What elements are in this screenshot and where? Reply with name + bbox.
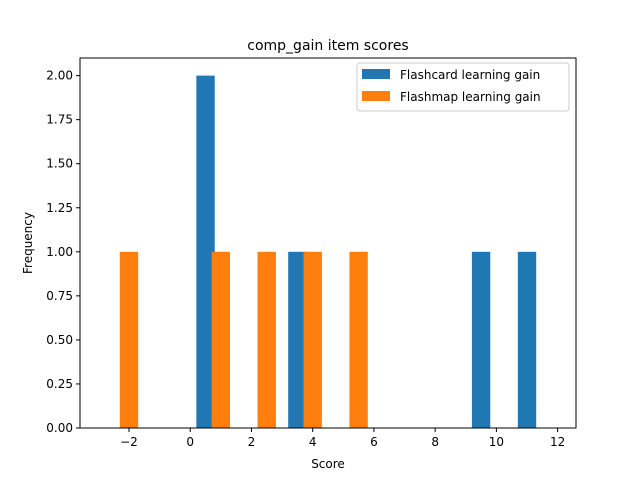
y-tick-label: 0.00 bbox=[46, 421, 73, 435]
legend-swatch-0 bbox=[362, 69, 390, 79]
bar-series-1-2 bbox=[257, 251, 276, 428]
bar-series-0-0 bbox=[196, 75, 215, 429]
bar-series-1-3 bbox=[303, 251, 322, 428]
x-tick-label: 10 bbox=[489, 435, 504, 449]
plot-frame bbox=[79, 57, 577, 429]
bar-series-0-3 bbox=[517, 251, 537, 428]
bar-series-1-4 bbox=[349, 251, 368, 428]
y-tick-label: 2.00 bbox=[46, 69, 73, 83]
y-tick-label: 0.25 bbox=[46, 377, 73, 391]
y-tick-label: 1.50 bbox=[46, 157, 73, 171]
x-tick-label: 4 bbox=[309, 435, 317, 449]
x-tick-label: 6 bbox=[370, 435, 378, 449]
bar-series-1-1 bbox=[211, 251, 231, 428]
bar-series-1-0 bbox=[119, 251, 139, 428]
legend-swatch-1 bbox=[362, 91, 390, 101]
x-axis-label: Score bbox=[311, 457, 345, 471]
x-tick-label: −2 bbox=[120, 435, 138, 449]
y-tick-label: 0.50 bbox=[46, 333, 73, 347]
y-axis-label: Frequency bbox=[21, 212, 35, 274]
y-tick-label: 1.00 bbox=[46, 245, 73, 259]
legend-box bbox=[356, 62, 570, 112]
y-tick-label: 0.75 bbox=[46, 289, 73, 303]
chart-title: comp_gain item scores bbox=[247, 38, 408, 54]
bars-group bbox=[119, 75, 537, 429]
ticks-group: −2 0 2 4 6 8 10 12 0.00 0.25 0.50 0.75 1.00 1.25 1.50 1… bbox=[46, 69, 565, 449]
legend-label-0: Flashcard learning gain bbox=[400, 68, 540, 82]
x-tick-label: 12 bbox=[550, 435, 565, 449]
y-tick-label: 1.25 bbox=[46, 201, 73, 215]
bar-series-0-2 bbox=[471, 251, 491, 428]
legend-label-1: Flashmap learning gain bbox=[400, 90, 541, 104]
legend: Flashcard learning gain Flashmap learning… bbox=[356, 62, 570, 112]
y-tick-label: 1.75 bbox=[46, 113, 73, 127]
x-tick-label: 8 bbox=[431, 435, 439, 449]
x-tick-label: 0 bbox=[186, 435, 194, 449]
bar-series-0-1 bbox=[288, 251, 307, 428]
x-tick-label: 2 bbox=[248, 435, 256, 449]
